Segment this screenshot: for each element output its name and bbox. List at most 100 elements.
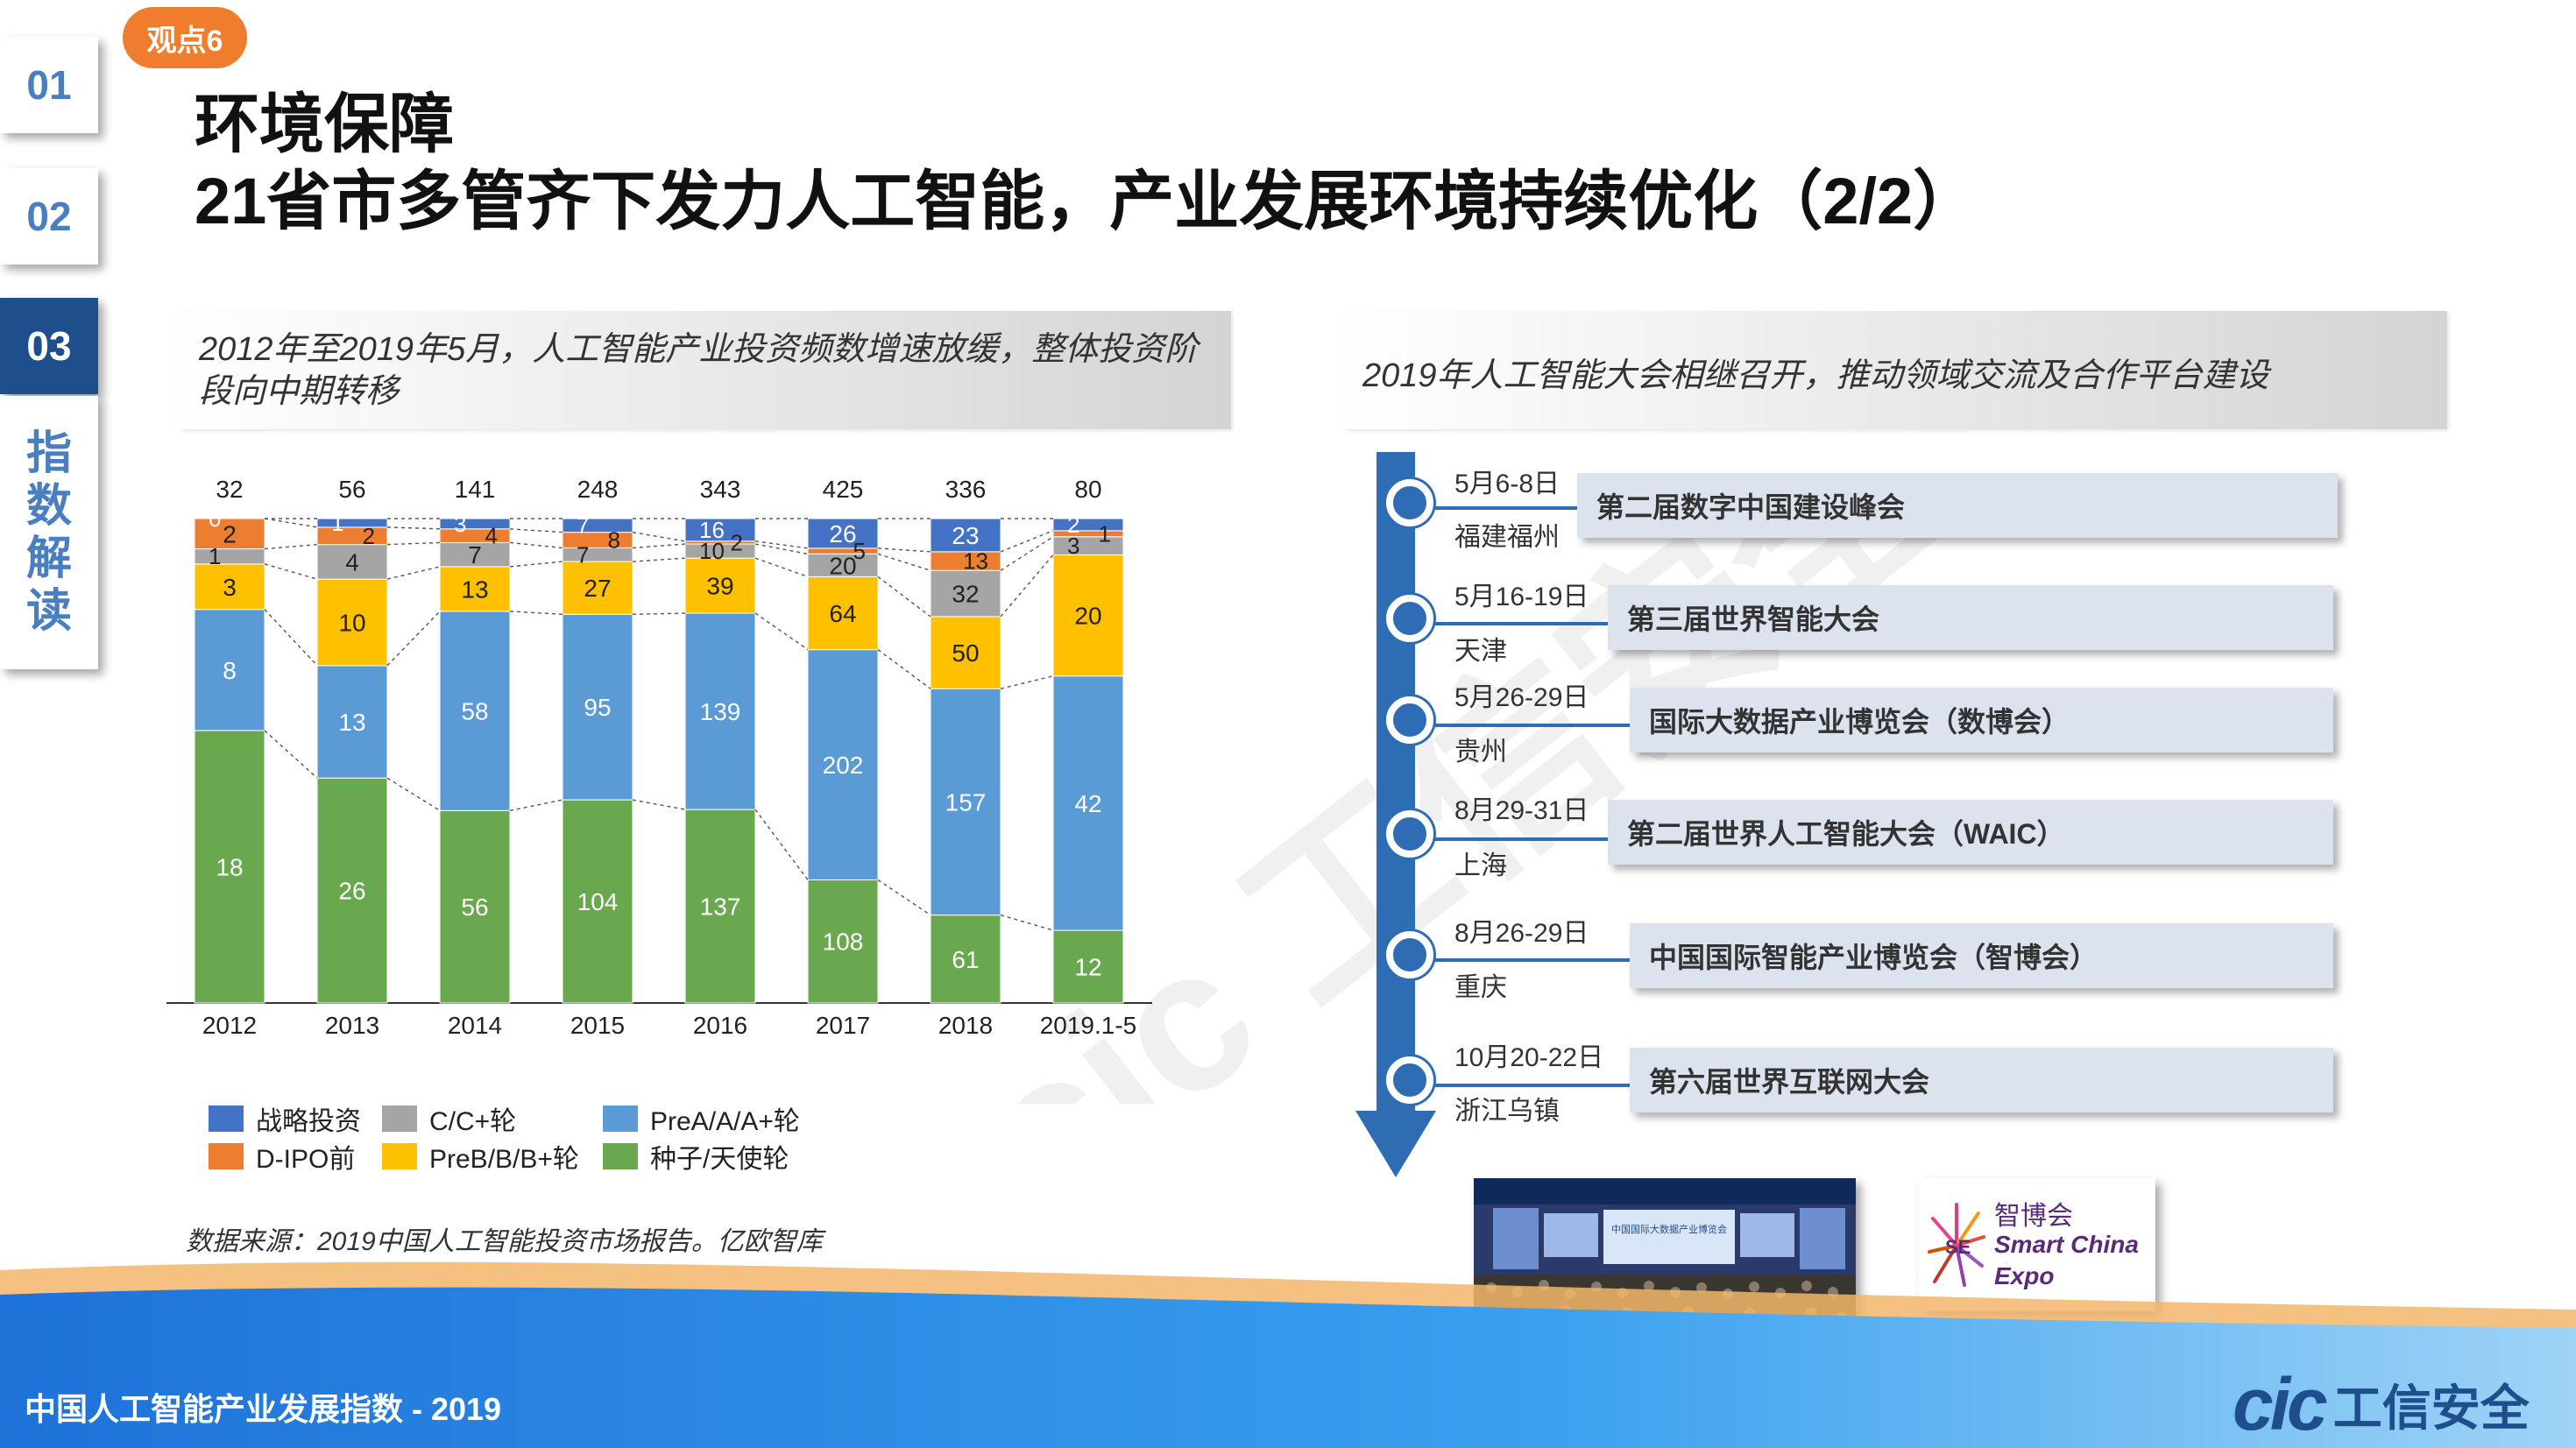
- data-label: 139: [700, 698, 741, 725]
- bar-segment: [1052, 536, 1124, 555]
- event-location: 福建福州: [1454, 523, 1560, 552]
- data-label: 7: [468, 541, 482, 569]
- data-label: 13: [461, 576, 488, 603]
- total-label: 32: [216, 476, 243, 503]
- data-label: 10: [699, 538, 725, 564]
- timeline-node: [1386, 931, 1433, 978]
- legend-label: 战略投资: [256, 1107, 361, 1136]
- legend-label: D-IPO前: [256, 1145, 356, 1174]
- event-location: 浙江乌镇: [1454, 1097, 1560, 1126]
- data-label: 108: [823, 929, 864, 956]
- legend-label: C/C+轮: [429, 1107, 517, 1136]
- x-tick-label: 2018: [938, 1012, 993, 1039]
- legend-label: 种子/天使轮: [650, 1145, 789, 1174]
- bar-segment: [1052, 675, 1124, 931]
- nav-tab-label: 03: [26, 323, 72, 369]
- legend-item: PreA/A/A+轮: [603, 1099, 800, 1138]
- data-label: 202: [823, 752, 864, 779]
- nav-section-label[interactable]: 指 数 解 读: [0, 396, 98, 669]
- data-label: 4: [345, 548, 359, 576]
- x-tick-label: 2013: [325, 1012, 379, 1039]
- data-label: 0: [209, 505, 221, 532]
- data-label: 50: [952, 639, 979, 667]
- connector-line: [386, 526, 441, 530]
- bar-segment: [562, 518, 633, 533]
- nav-section-char: 读: [25, 586, 72, 637]
- nav-tab-01[interactable]: 01: [0, 37, 98, 133]
- data-label: 10: [338, 610, 365, 637]
- expo-logo-mark: SE: [1928, 1203, 1985, 1287]
- connector-line: [509, 561, 563, 568]
- data-label: 1: [209, 543, 221, 569]
- event-date: 5月16-19日: [1454, 583, 1589, 611]
- connector-line: [877, 649, 931, 689]
- bar-segment: [1052, 929, 1124, 1004]
- timeline-node: [1386, 595, 1433, 642]
- event-name: 国际大数据产业博览会（数博会）: [1630, 688, 2333, 752]
- bar-segment: [807, 518, 879, 549]
- nav-tab-03[interactable]: 03: [0, 298, 98, 394]
- data-label: 7: [577, 541, 589, 568]
- connector-line: [264, 730, 318, 779]
- data-label: 13: [963, 548, 988, 575]
- footer-title: 中国人工智能产业发展指数 - 2019: [25, 1391, 502, 1427]
- data-label: 137: [700, 894, 741, 921]
- data-label: 4: [485, 523, 498, 549]
- bar-segment: [807, 576, 879, 651]
- timeline-connector: [1419, 724, 1630, 727]
- legend-item: PreB/B/B+轮: [382, 1137, 579, 1176]
- nav-tab-02[interactable]: 02: [0, 168, 98, 265]
- connector-line: [632, 799, 686, 810]
- total-label: 141: [455, 476, 496, 503]
- bar-segment: [316, 544, 388, 580]
- data-label: 12: [1074, 954, 1101, 981]
- data-label: 39: [706, 573, 733, 600]
- viewpoint-tag: 观点6: [123, 7, 247, 68]
- data-label: 16: [699, 517, 725, 543]
- legend-label: PreA/A/A+轮: [650, 1107, 800, 1136]
- data-label: 3: [454, 511, 466, 537]
- bar-segment: [439, 611, 511, 811]
- event-name: 中国国际智能产业博览会（智博会）: [1630, 923, 2333, 988]
- total-label: 425: [823, 476, 864, 503]
- bar-segment: [1052, 530, 1124, 538]
- bar-segment: [316, 578, 388, 667]
- smart-china-expo-logo: SE 智博会 Smart China Expo: [1919, 1178, 2155, 1311]
- timeline-node: [1386, 1056, 1433, 1104]
- bar-segment: [194, 609, 265, 731]
- connector-line: [386, 566, 441, 580]
- cic-brand-logo: cic 工信安全: [2233, 1362, 2530, 1447]
- bar-segment: [1052, 554, 1124, 677]
- events-panel-header: 2019年人工智能大会相继召开，推动领域交流及合作平台建设: [1345, 311, 2447, 429]
- page-subtitle: 21省市多管齐下发力人工智能，产业发展环境持续优化（2/2）: [195, 165, 1978, 237]
- data-label: 58: [461, 698, 488, 725]
- connector-line: [1000, 536, 1054, 571]
- connector-line: [1000, 675, 1054, 689]
- nav-section-char: 指: [25, 428, 72, 479]
- svg-text:SE: SE: [1945, 1236, 1971, 1258]
- event-location: 贵州: [1454, 738, 1507, 766]
- page-title: 环境保障: [195, 88, 454, 160]
- connector-line: [264, 518, 318, 528]
- data-label: 3: [1067, 533, 1079, 559]
- connector-line: [754, 809, 809, 880]
- bar-segment: [562, 561, 633, 615]
- data-label: 8: [608, 527, 620, 554]
- bar-segment: [930, 518, 1001, 553]
- data-label: 27: [584, 575, 611, 602]
- data-label: 26: [338, 878, 365, 905]
- bar-segment: [930, 616, 1001, 689]
- bar-segment: [439, 541, 511, 568]
- data-label: 8: [223, 657, 237, 684]
- timeline-connector: [1419, 958, 1630, 962]
- data-label: 1: [331, 510, 343, 536]
- x-tick-label: 2016: [693, 1012, 747, 1039]
- data-label: 5: [853, 538, 866, 564]
- connector-line: [632, 557, 686, 562]
- data-label: 2: [223, 520, 237, 547]
- bar-segment: [439, 809, 511, 1004]
- data-label: 20: [1074, 603, 1101, 630]
- event-location: 上海: [1454, 851, 1507, 880]
- legend-item: C/C+轮: [382, 1099, 516, 1138]
- data-label: 26: [829, 520, 856, 547]
